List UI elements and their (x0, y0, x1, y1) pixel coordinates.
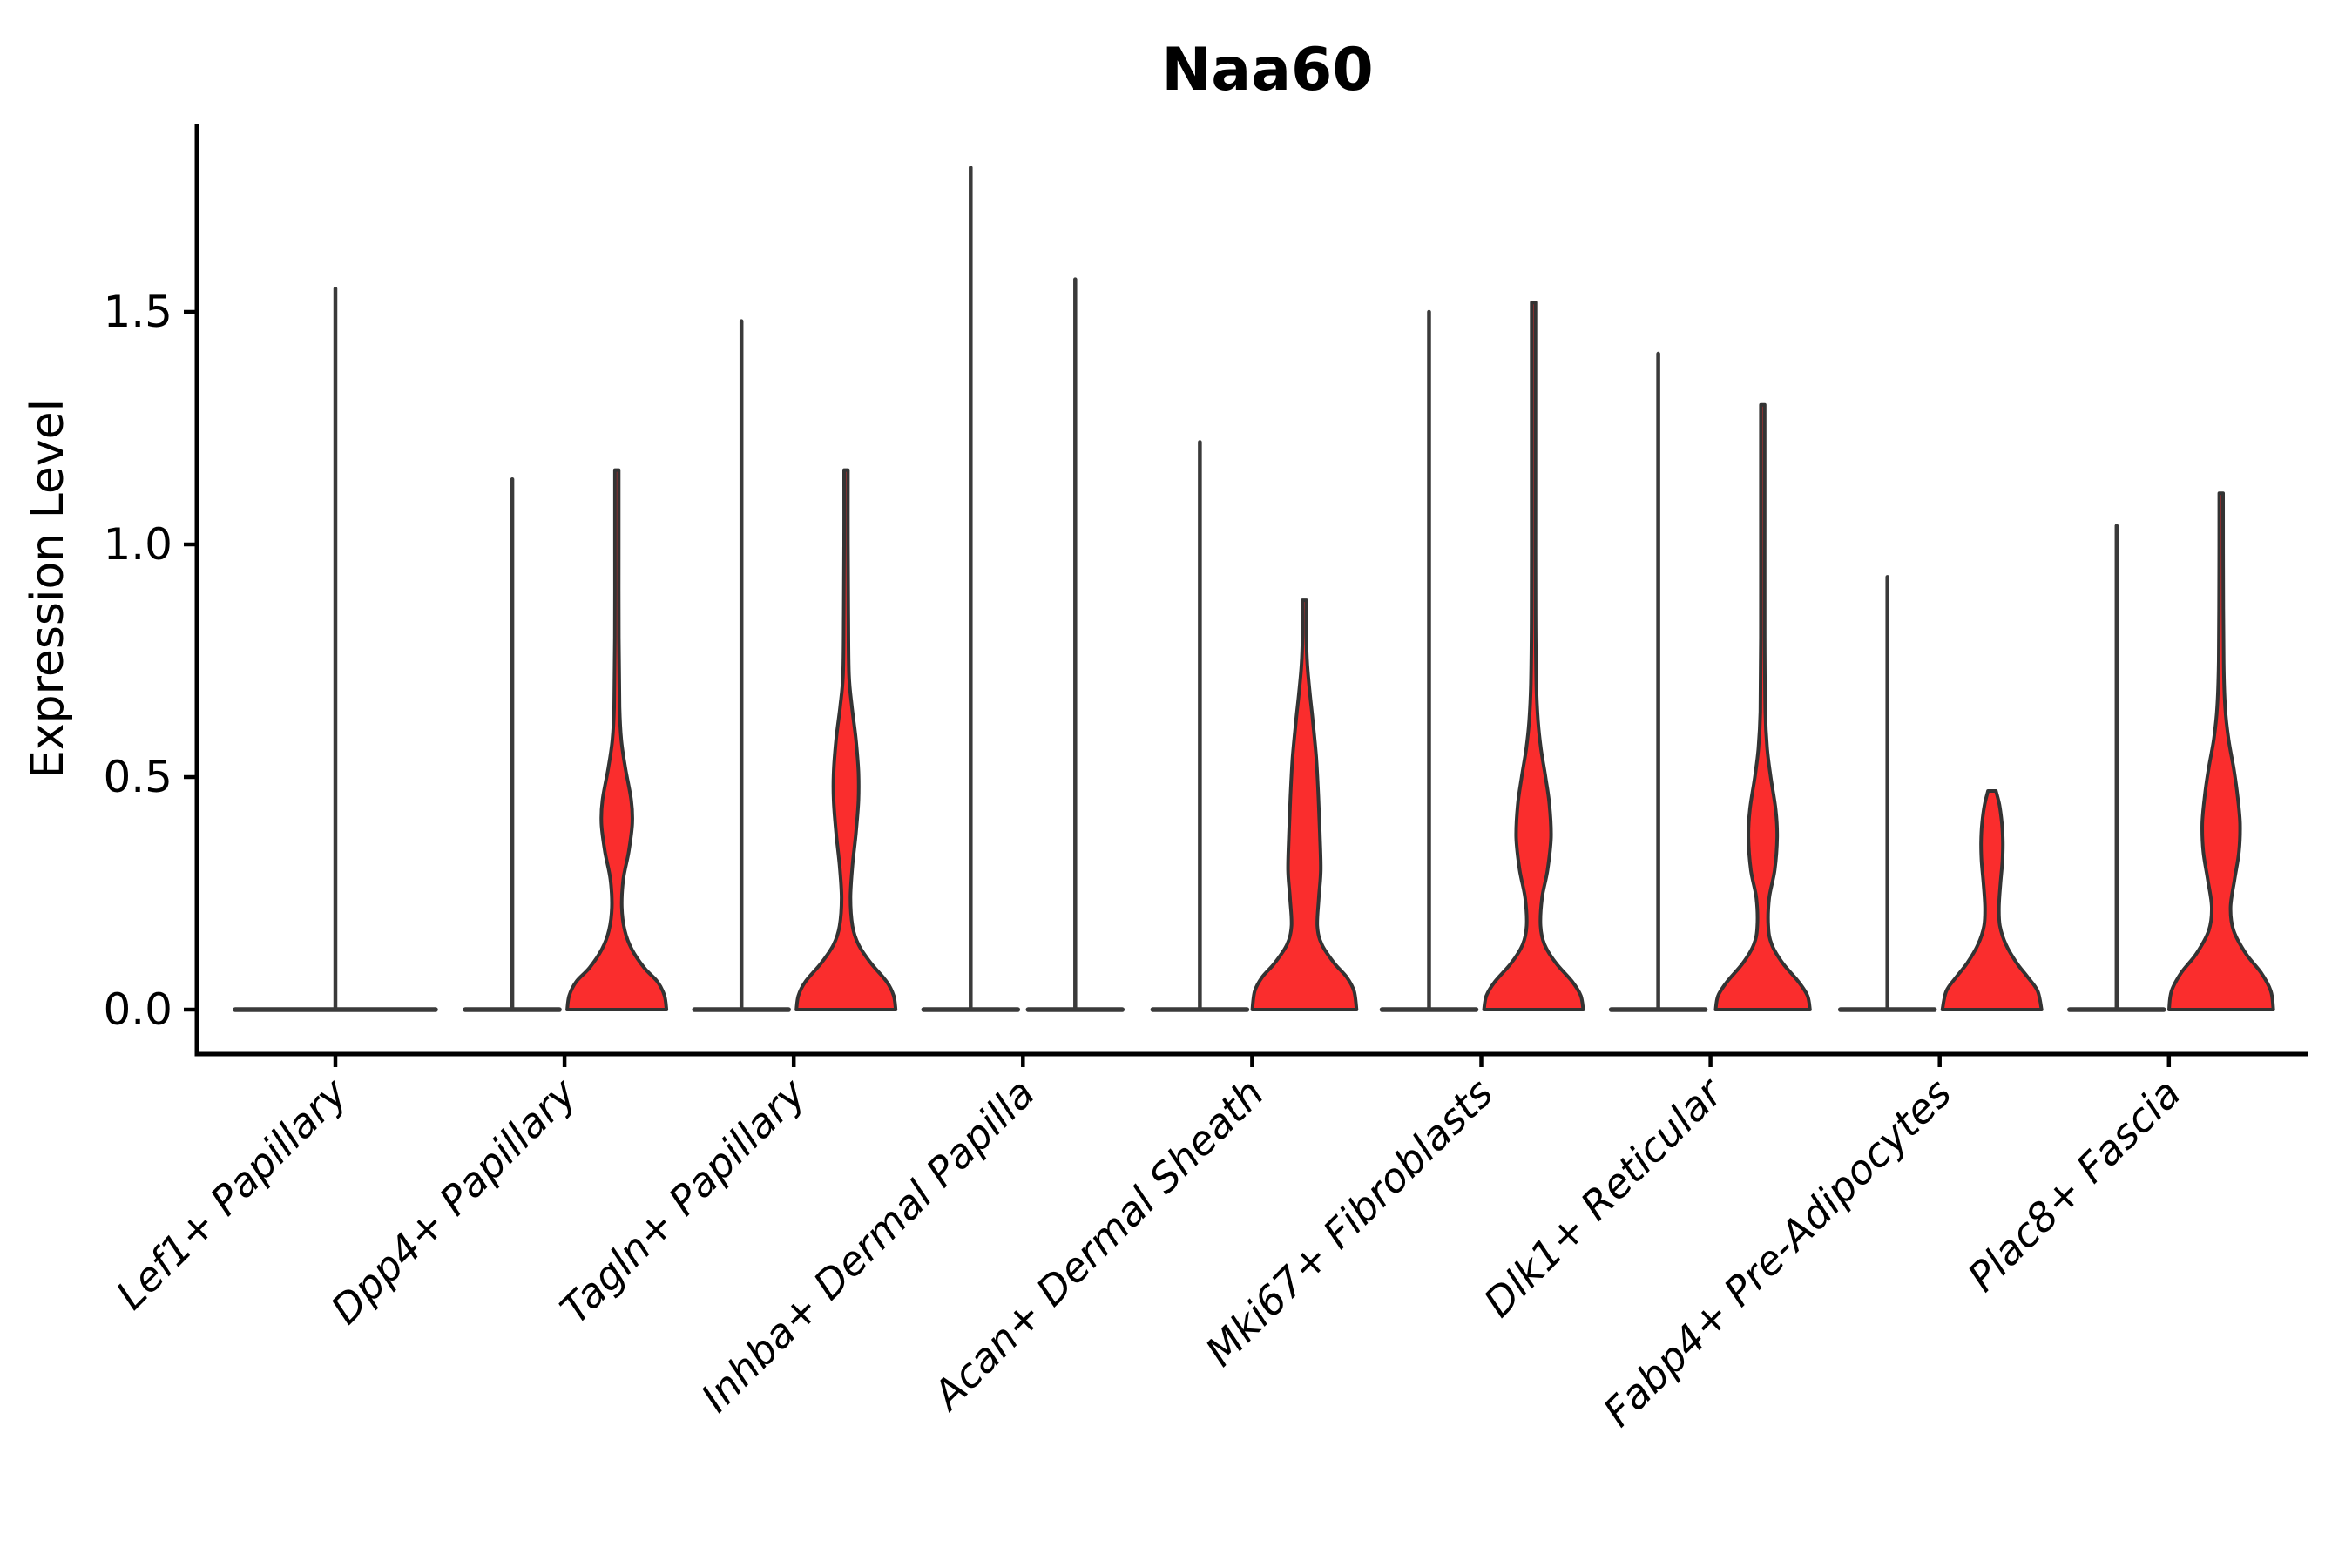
y-tick-label: 0.5 (103, 752, 172, 802)
violin-filled-acan-g2 (1250, 598, 1359, 1011)
y-tick-label: 1.0 (103, 519, 172, 570)
x-tick-label: Dpp4+ Papillary (321, 1069, 585, 1333)
x-tick-label: Plac8+ Fascia (1958, 1070, 2189, 1301)
y-axis-label: Expression Level (22, 399, 74, 779)
x-tick-label: Tagln+ Papillary (551, 1069, 815, 1333)
violin-filled-dlk1-g2 (1713, 402, 1812, 1011)
x-tick-label: Lef1+ Papillary (107, 1069, 356, 1318)
violin-filled-mki67-g2 (1482, 301, 1585, 1011)
x-tick-label: Dlk1+ Reticular (1475, 1067, 1734, 1326)
y-tick-label: 0.0 (103, 984, 172, 1035)
violin-filled-plac8-g2 (2167, 491, 2275, 1011)
violin-filled-dpp4-g2 (565, 468, 669, 1011)
y-tick-label: 1.5 (103, 287, 172, 337)
violin-filled-fabp4-g2 (1940, 789, 2044, 1011)
y-axis-ticks: 0.0 0.5 1.0 1.5 (103, 287, 197, 1035)
violins-layer (233, 166, 2275, 1012)
violin-filled-tagln-g2 (794, 468, 898, 1011)
chart-title: Naa60 (1161, 36, 1373, 105)
